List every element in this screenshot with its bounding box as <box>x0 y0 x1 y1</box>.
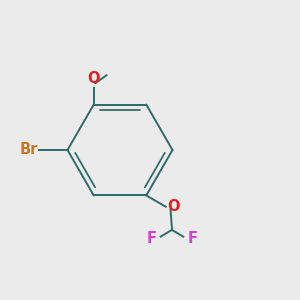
Text: O: O <box>167 199 180 214</box>
Text: F: F <box>146 231 157 246</box>
Text: F: F <box>188 231 197 246</box>
Text: Br: Br <box>20 142 38 158</box>
Text: O: O <box>88 70 100 86</box>
